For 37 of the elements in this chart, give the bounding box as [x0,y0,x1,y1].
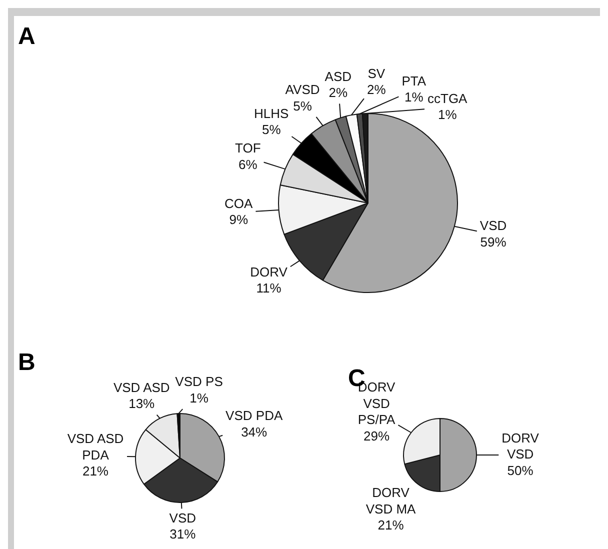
data-label: 6% [238,156,258,172]
data-label: 2% [328,85,348,100]
slice-label: DORV VSD MA [366,485,416,516]
data-label: 31% [170,526,196,542]
data-label: 5% [262,122,282,138]
slice-label: VSD ASD [113,380,170,395]
slice-label: VSD [169,510,196,526]
data-label: 50% [507,462,534,478]
slice-label: AVSD [285,82,320,98]
data-label: 1% [404,90,424,105]
data-label: 1% [438,107,458,122]
slice-label: SV [368,66,386,81]
slice-label: ASD [324,68,352,84]
chart-title: B [18,349,36,376]
data-label: 34% [241,424,268,440]
data-label: 1% [190,390,209,406]
data-label: 5% [293,98,312,114]
slice-label: TOF [235,140,261,156]
slice-label: VSD [480,218,507,234]
slice-label: DORV VSD [502,430,540,462]
data-label: 13% [128,396,156,412]
slice-label: VSD ASD PDA [67,431,124,462]
slice-label: COA [224,196,254,211]
slice-label: HLHS [254,106,290,121]
slice-label: VSD PS [175,374,224,390]
slice-label: VSD PDA [226,408,283,424]
slice-label: PTA [402,73,426,88]
data-label: 21% [378,518,404,533]
data-label: 21% [82,464,109,479]
data-label: 2% [366,82,386,98]
data-label: 29% [364,428,390,444]
data-label: 59% [480,234,507,250]
text: A [18,23,36,50]
data-label: 11% [256,280,282,296]
slice-label: DORV [250,264,288,280]
slice-label: ccTGA [428,90,468,106]
data-label: 9% [229,212,248,228]
